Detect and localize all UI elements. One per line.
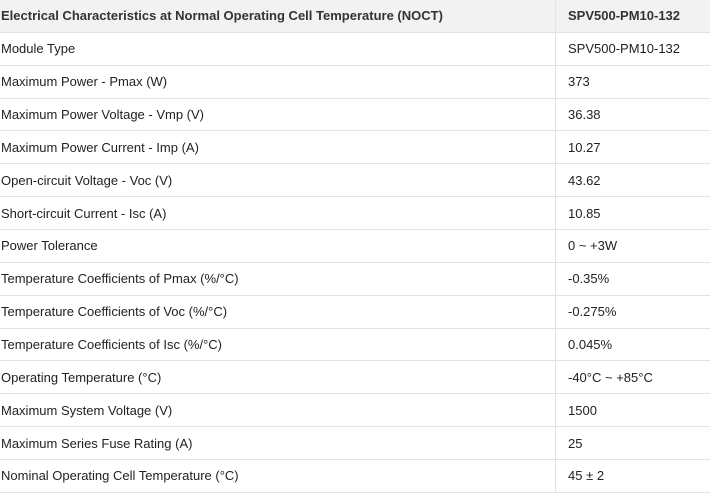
table-row: Maximum Power - Pmax (W) 373 — [0, 65, 710, 99]
label-cell: Operating Temperature (°C) — [0, 361, 556, 394]
value-cell: 1500 — [568, 402, 597, 418]
value-cell: -40°C ~ +85°C — [568, 369, 653, 385]
label-cell: Short-circuit Current - Isc (A) — [0, 197, 556, 230]
label-cell: Module Type — [0, 32, 556, 65]
value-cell: -0.275% — [568, 304, 617, 320]
table-row: Temperature Coefficients of Voc (%/°C) -0… — [0, 295, 710, 329]
label-cell: Temperature Coefficients of Isc (%/°C) — [0, 328, 556, 361]
label-cell: Temperature Coefficients of Pmax (%/°C) — [0, 262, 556, 295]
table-row: Maximum Power Current - Imp (A) 10.27 — [0, 131, 710, 165]
label-cell: Power Tolerance — [0, 230, 556, 262]
label-cell: Maximum Power Voltage - Vmp (V) — [0, 98, 556, 131]
table-row: Module Type SPV500-PM10-132 — [0, 32, 710, 66]
table-row: Power Tolerance 0 ~ +3W — [0, 230, 710, 263]
value-cell: 25 — [568, 435, 583, 451]
value-cell: 36.38 — [568, 107, 601, 122]
label-cell: Maximum System Voltage (V) — [0, 394, 556, 427]
table-row: Temperature Coefficients of Isc (%/°C) 0.… — [0, 328, 710, 362]
header-cell: Electrical Characteristics at Normal Ope… — [0, 0, 556, 32]
value-cell: 0 ~ +3W — [568, 238, 618, 254]
value-cell: 43.62 — [568, 172, 601, 188]
table-row: Nominal Operating Cell Temperature (°C) 4… — [0, 460, 710, 493]
label-cell: Maximum Power Current - Imp (A) — [0, 131, 556, 164]
label-cell: Open-circuit Voltage - Voc (V) — [0, 164, 556, 197]
table-row: Operating Temperature (°C) -40°C ~ +85°C — [0, 361, 710, 395]
value-cell: 0.045% — [568, 337, 613, 353]
value-cell: 10.27 — [568, 139, 601, 155]
value-cell: 10.85 — [568, 205, 601, 221]
table-row: Temperature Coefficients of Pmax (%/°C) -… — [0, 262, 710, 296]
table-row: Maximum Power Voltage - Vmp (V) 36.38 — [0, 98, 710, 132]
value-cell: -0.35% — [568, 271, 610, 287]
label-cell: Nominal Operating Cell Temperature (°C) — [0, 460, 556, 492]
table-row: Maximum Series Fuse Rating (A) 25 — [0, 427, 710, 461]
label-cell: Maximum Series Fuse Rating (A) — [0, 427, 556, 460]
label-cell: Temperature Coefficients of Voc (%/°C) — [0, 295, 556, 328]
table-row: Short-circuit Current - Isc (A) 10.85 — [0, 197, 710, 231]
value-cell: 373 — [568, 74, 590, 90]
value-cell: SPV500-PM10-132 — [568, 41, 681, 57]
value-cell: 45 ± 2 — [568, 468, 605, 484]
table-row: Maximum System Voltage (V) 1500 — [0, 394, 710, 428]
table-row: Open-circuit Voltage - Voc (V) 43.62 — [0, 164, 710, 198]
label-cell: Maximum Power - Pmax (W) — [0, 65, 556, 98]
header-row: Electrical Characteristics at Normal Ope… — [0, 0, 710, 33]
header-cell: SPV500-PM10-132 — [568, 8, 681, 24]
